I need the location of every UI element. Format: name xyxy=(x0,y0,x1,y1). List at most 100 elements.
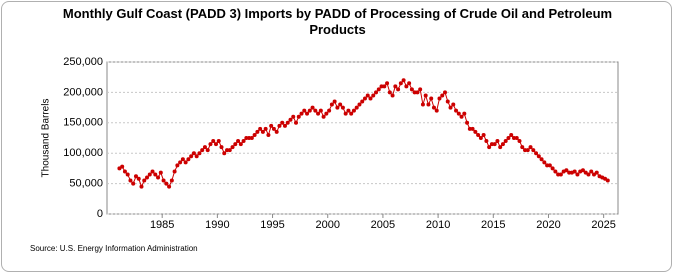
data-point xyxy=(280,120,285,125)
data-point xyxy=(255,129,260,134)
y-tick-label: 250,000 xyxy=(63,56,103,68)
data-point xyxy=(128,178,133,183)
data-point xyxy=(285,120,290,125)
data-point xyxy=(385,81,390,86)
data-point xyxy=(379,84,384,89)
data-point xyxy=(208,142,213,147)
data-point xyxy=(238,142,243,147)
data-point xyxy=(236,139,241,144)
data-point xyxy=(156,175,161,180)
data-point xyxy=(153,172,158,177)
data-point xyxy=(271,126,276,131)
data-point xyxy=(398,81,403,86)
data-point xyxy=(225,148,230,153)
data-point xyxy=(313,108,318,113)
data-point xyxy=(396,87,401,92)
data-point xyxy=(539,157,544,162)
data-point xyxy=(200,148,205,153)
y-tick-label: 50,000 xyxy=(69,178,103,190)
data-point xyxy=(222,151,227,156)
data-point xyxy=(393,84,398,89)
data-point xyxy=(147,172,152,177)
data-point xyxy=(531,148,536,153)
x-tick-label: 1985 xyxy=(150,219,174,231)
data-point xyxy=(299,111,304,116)
data-point xyxy=(324,111,329,116)
x-tick-label: 2005 xyxy=(371,219,395,231)
data-point xyxy=(167,184,172,189)
data-point xyxy=(349,111,354,116)
data-point xyxy=(454,108,459,113)
data-point xyxy=(575,172,580,177)
data-point xyxy=(467,126,472,131)
x-tick-label: 2010 xyxy=(426,219,450,231)
data-point xyxy=(462,111,467,116)
data-point xyxy=(175,163,180,168)
data-point xyxy=(258,126,263,131)
data-point xyxy=(550,166,555,171)
data-point xyxy=(277,123,282,128)
data-point xyxy=(429,96,434,101)
data-point xyxy=(230,145,235,150)
data-point xyxy=(183,160,188,165)
data-point xyxy=(382,84,387,89)
data-point xyxy=(520,145,525,150)
data-point xyxy=(387,90,392,95)
x-tick-label: 2000 xyxy=(315,219,339,231)
y-tick-label: 200,000 xyxy=(63,86,103,98)
data-point xyxy=(437,96,442,101)
data-point xyxy=(374,90,379,95)
data-point xyxy=(321,114,326,119)
plot-area xyxy=(106,61,619,215)
data-point xyxy=(252,132,257,137)
data-point xyxy=(266,132,271,137)
data-point xyxy=(136,176,141,181)
data-point xyxy=(362,96,367,101)
data-point xyxy=(492,142,497,147)
data-point xyxy=(498,145,503,150)
data-point xyxy=(418,87,423,92)
data-point xyxy=(442,90,447,95)
data-point xyxy=(340,105,345,110)
data-point xyxy=(316,111,321,116)
data-point xyxy=(307,108,312,113)
x-tick-label: 1995 xyxy=(260,219,284,231)
data-point xyxy=(489,142,494,147)
data-point xyxy=(360,99,365,104)
data-point xyxy=(172,169,177,174)
data-point xyxy=(274,129,279,134)
data-point xyxy=(495,139,500,144)
data-point xyxy=(260,129,265,134)
data-point xyxy=(213,142,218,147)
data-point xyxy=(365,93,370,98)
data-point xyxy=(514,136,519,140)
data-point xyxy=(445,99,450,104)
data-point xyxy=(164,181,169,186)
data-point xyxy=(178,160,183,165)
data-point xyxy=(456,111,461,116)
data-point xyxy=(122,169,127,174)
x-tick-label: 1990 xyxy=(205,219,229,231)
data-point xyxy=(150,169,155,174)
data-point xyxy=(227,148,232,153)
data-point xyxy=(247,136,252,140)
data-point xyxy=(572,169,577,174)
data-point xyxy=(481,132,486,137)
data-point xyxy=(431,105,436,110)
data-point xyxy=(594,170,599,175)
data-point xyxy=(133,174,138,179)
data-point xyxy=(506,136,511,140)
data-point xyxy=(500,142,505,147)
data-point xyxy=(241,139,246,144)
data-point xyxy=(440,93,445,98)
data-point xyxy=(580,168,585,173)
data-point xyxy=(205,148,210,153)
data-point xyxy=(263,126,268,131)
x-tick-label: 2015 xyxy=(481,219,505,231)
data-point xyxy=(553,169,558,174)
y-tick-label: 150,000 xyxy=(63,117,103,129)
data-point xyxy=(335,105,340,110)
data-point xyxy=(186,157,191,162)
data-point xyxy=(294,120,299,125)
